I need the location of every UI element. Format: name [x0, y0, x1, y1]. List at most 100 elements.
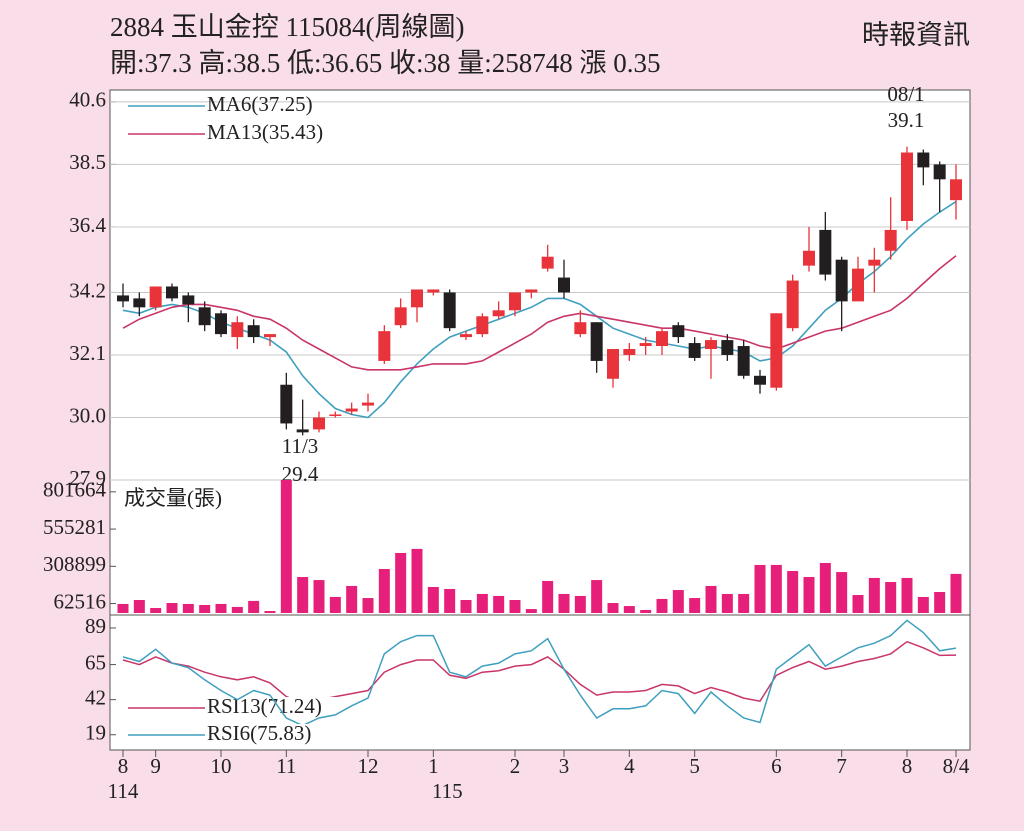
y-tick-label: 36.4 [69, 213, 106, 237]
volume-bar [689, 598, 701, 613]
x-tick-label: 8 [902, 754, 913, 778]
y-tick-label: 30.0 [69, 403, 106, 427]
y-tick-label: 34.2 [69, 278, 106, 302]
volume-bar [803, 577, 815, 613]
candle-body [378, 331, 391, 361]
volume-bar [297, 577, 309, 613]
candle-body [623, 349, 636, 355]
candle-body [460, 334, 472, 338]
candle-body [688, 343, 701, 358]
volume-bar [868, 577, 880, 613]
candle-body [786, 280, 799, 329]
volume-bar [836, 572, 848, 613]
volume-bar [542, 580, 554, 613]
volume-bar [199, 604, 211, 613]
candle-body [133, 298, 146, 308]
candle-body [264, 334, 276, 338]
legend-label: RSI13(71.24) [207, 694, 322, 718]
candle-body [362, 402, 374, 406]
candle-body [427, 289, 440, 293]
quote: 開:37.3 高:38.5 低:36.65 收:38 量:258748 漲 0.… [110, 48, 661, 78]
candle-body [868, 259, 881, 266]
legend-label: RSI6(75.83) [207, 721, 311, 745]
volume-bar [672, 590, 684, 613]
candle-body [656, 331, 668, 347]
source: 時報資訊 [862, 20, 970, 50]
x-tick-label: 6 [771, 754, 782, 778]
y-tick-label: 42 [85, 685, 106, 709]
candle-body [247, 325, 260, 338]
candle-body [541, 256, 554, 269]
x-tick-label: 1 [428, 754, 439, 778]
volume-bar [395, 552, 407, 613]
candle-body [590, 322, 603, 361]
candle-body [884, 229, 897, 251]
x-sublabel: 115 [432, 779, 463, 803]
volume-bar [754, 564, 766, 613]
volume-bar [248, 600, 260, 613]
volume-bar [525, 609, 537, 613]
candle-body [231, 322, 244, 338]
volume-bar [509, 600, 521, 613]
volume-bar [623, 606, 635, 613]
candle-body [149, 286, 162, 308]
ma-line [122, 200, 957, 419]
volume-bar [917, 596, 929, 613]
candle-body [509, 292, 521, 311]
volume-bar [362, 598, 374, 613]
plot-area [109, 89, 971, 751]
candle-body [280, 384, 293, 424]
x-tick-label: 2 [510, 754, 521, 778]
candle-body [345, 408, 358, 412]
chart-title: 2884 玉山金控 115084(周線圖) [110, 12, 464, 42]
candle-body [737, 346, 750, 376]
y-tick-label: 62516 [54, 589, 107, 613]
x-tick-label: 12 [358, 754, 379, 778]
volume-bar [787, 570, 799, 613]
candle-body [950, 179, 962, 201]
y-tick-label: 89 [85, 614, 106, 638]
candle-body [754, 375, 766, 385]
candle-body [313, 417, 325, 430]
volume-bar [656, 598, 668, 613]
x-tick-label: 11 [276, 754, 296, 778]
volume-bar [852, 595, 864, 613]
candle-body [443, 292, 456, 329]
candle-body [917, 152, 930, 168]
y-tick-label: 308899 [43, 552, 106, 576]
candle-body [770, 313, 783, 388]
volume-bar [591, 580, 603, 613]
annotation-value: 39.1 [888, 108, 925, 132]
candle-body [933, 164, 946, 180]
volume-bar [558, 593, 570, 613]
rsi-line [122, 619, 957, 727]
y-tick-label: 32.1 [69, 341, 106, 365]
annotation-date: 08/1 [887, 82, 924, 106]
legend-label: MA6(37.25) [207, 92, 313, 116]
y-tick-label: 801664 [43, 478, 107, 502]
x-tick-label: 9 [150, 754, 161, 778]
rsi-line [122, 640, 957, 704]
y-tick-label: 555281 [43, 515, 106, 539]
volume-bar [444, 588, 456, 613]
x-tick-label: 5 [689, 754, 700, 778]
volume-bar [313, 580, 325, 613]
volume-bar [411, 548, 423, 613]
volume-bar [574, 595, 586, 613]
volume-bar [934, 591, 946, 613]
y-tick-label: 65 [85, 650, 106, 674]
y-tick-label: 19 [85, 721, 106, 745]
candle-body [117, 295, 129, 302]
candle-body [411, 289, 423, 308]
candle-body [835, 259, 848, 302]
candle-body [819, 229, 832, 275]
volume-bar [950, 573, 962, 613]
y-tick-label: 38.5 [69, 150, 106, 174]
volume-bar [819, 562, 831, 613]
annotation-date: 11/3 [282, 434, 319, 458]
x-tick-label: 4 [624, 754, 635, 778]
y-tick-label: 40.6 [69, 88, 106, 112]
volume-bar [215, 603, 227, 613]
ma-line [122, 255, 957, 371]
candle-body [705, 340, 717, 350]
